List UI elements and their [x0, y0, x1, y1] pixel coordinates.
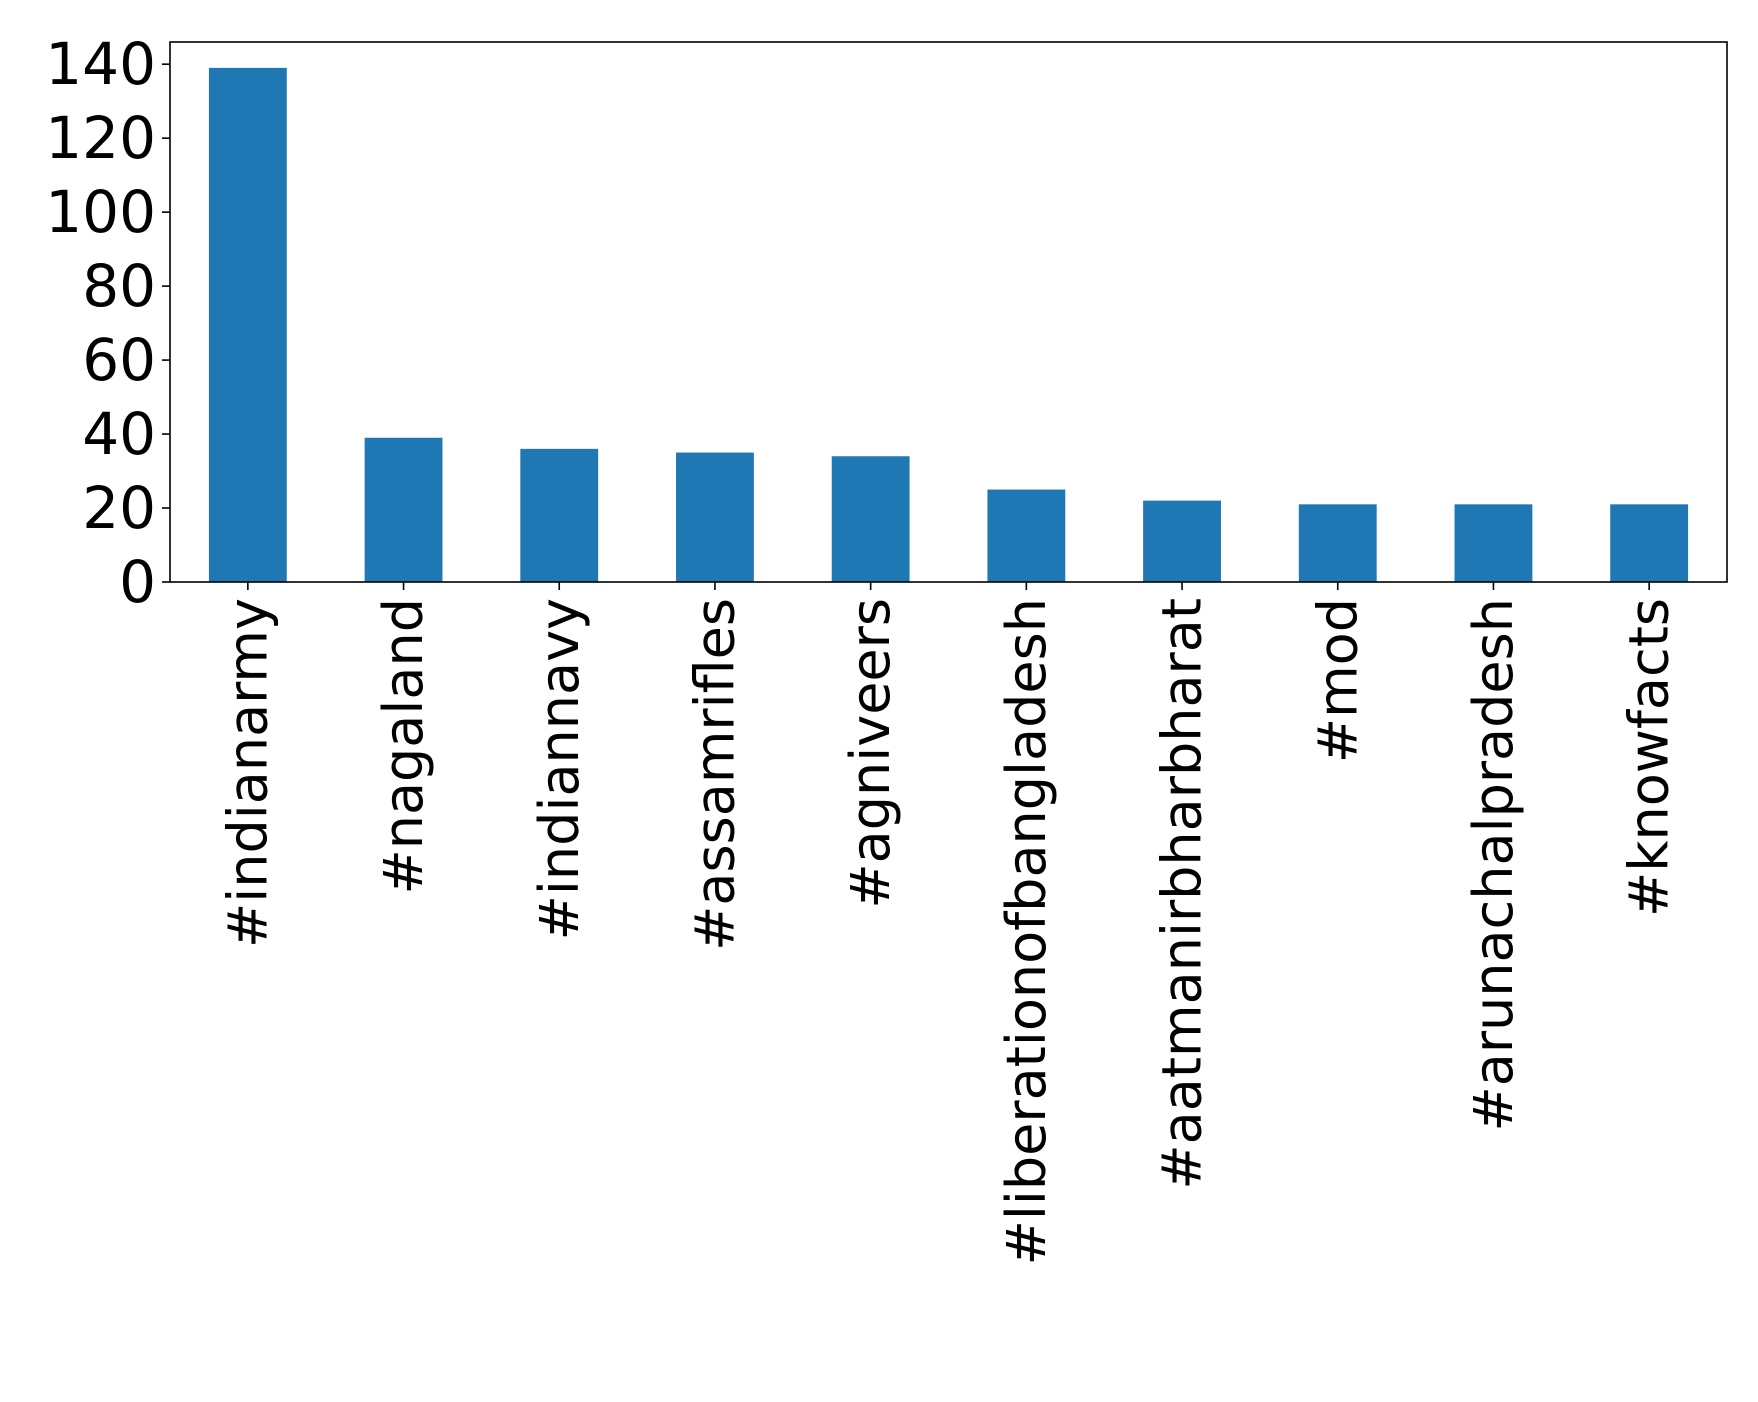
x-axis: #indianarmy #nagaland #indiannavy #assamrif… — [216, 582, 1681, 1265]
x-tick-label: #indiannavy — [528, 598, 591, 940]
x-tick-label: #agniveers — [839, 598, 902, 909]
bars-group — [208, 67, 1689, 583]
x-tick-label: #liberationofbangladesh — [995, 598, 1058, 1265]
x-tick-label: #arunachalpradesh — [1462, 598, 1525, 1132]
bar — [208, 67, 287, 583]
bar — [520, 448, 599, 582]
bar — [1143, 500, 1221, 582]
y-tick-label: 100 — [45, 178, 156, 246]
bar — [1610, 504, 1689, 582]
bar — [1298, 504, 1377, 582]
x-tick-label: #assamrifles — [683, 598, 746, 951]
y-tick-label: 80 — [82, 252, 156, 320]
x-tick-label: #aatmanirbharbharat — [1151, 598, 1214, 1190]
x-tick-label: #nagaland — [372, 598, 435, 895]
bar — [831, 456, 910, 582]
x-tick-label: #mod — [1306, 598, 1369, 763]
y-tick-label: 120 — [45, 104, 156, 172]
y-tick-label: 140 — [45, 30, 156, 98]
x-tick-label: #knowfacts — [1618, 598, 1681, 917]
plot-frame — [169, 41, 1728, 583]
bar — [987, 489, 1066, 582]
bar — [364, 437, 443, 582]
y-tick-label: 40 — [82, 400, 156, 468]
bar — [676, 452, 754, 582]
y-tick-label: 20 — [82, 474, 156, 542]
x-tick-label: #indianarmy — [216, 598, 279, 948]
y-tick-label: 60 — [82, 326, 156, 394]
bar — [1454, 504, 1533, 582]
y-tick-label: 0 — [119, 548, 156, 616]
